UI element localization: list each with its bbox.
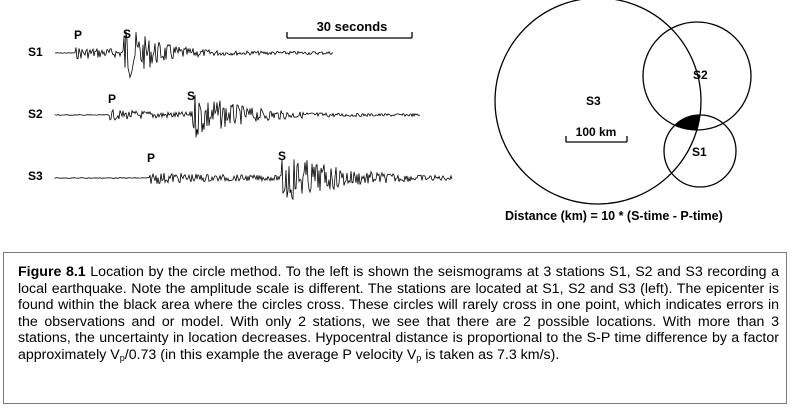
seismogram-figure: 30 seconds S1 P S S2 P S S3 P S [28, 0, 752, 223]
trace-s3 [54, 159, 453, 201]
s-arrival-label-s3: S [278, 149, 286, 163]
figure-caption: Figure 8.1 Location by the circle method… [18, 264, 779, 364]
caption-text-2: /0.73 (in this example the average P vel… [124, 346, 417, 363]
distance-formula: Distance (km) = 10 * (S-time - P-time) [505, 209, 723, 223]
circle-label-s2: S2 [693, 68, 708, 82]
circle-map: S3 S2 S1 100 km Distance (km) = 10 * (S-… [494, 0, 752, 223]
distance-scale-label: 100 km [576, 125, 617, 139]
station-label-s2: S2 [28, 107, 43, 121]
caption-text-3: is taken as 7.3 km/s). [421, 346, 560, 363]
distance-scale-bar: 100 km [565, 125, 628, 143]
time-scale-bar: 30 seconds [286, 19, 413, 39]
caption-subscript-1: p [119, 352, 125, 363]
p-arrival-label-s2: P [108, 92, 116, 106]
time-scale-label: 30 seconds [317, 19, 388, 34]
station-label-s1: S1 [28, 45, 43, 59]
circle-label-s3: S3 [586, 94, 601, 108]
seismogram-s2: S2 P S [28, 89, 421, 138]
p-arrival-label-s3: P [147, 151, 155, 165]
circle-s2 [642, 21, 752, 131]
circle-label-s1: S1 [692, 145, 707, 159]
trace-s1 [55, 31, 334, 79]
seismogram-s3: S3 P S [28, 149, 453, 201]
caption-subscript-2: p [416, 352, 422, 363]
caption-box: Figure 8.1 Location by the circle method… [3, 252, 787, 404]
circle-s1 [663, 114, 737, 188]
station-label-s3: S3 [28, 169, 43, 183]
p-arrival-label-s1: P [74, 28, 82, 42]
caption-text-1: Location by the circle method. To the le… [18, 264, 779, 363]
circle-s3 [494, 0, 702, 205]
s-arrival-label-s1: S [123, 27, 131, 41]
s-arrival-label-s2: S [187, 89, 195, 103]
seismogram-s1: S1 P S [28, 27, 334, 79]
caption-label: Figure 8.1 [18, 264, 86, 280]
seismogram-panel: 30 seconds S1 P S S2 P S S3 P S [28, 19, 453, 201]
trace-s2 [54, 94, 421, 138]
